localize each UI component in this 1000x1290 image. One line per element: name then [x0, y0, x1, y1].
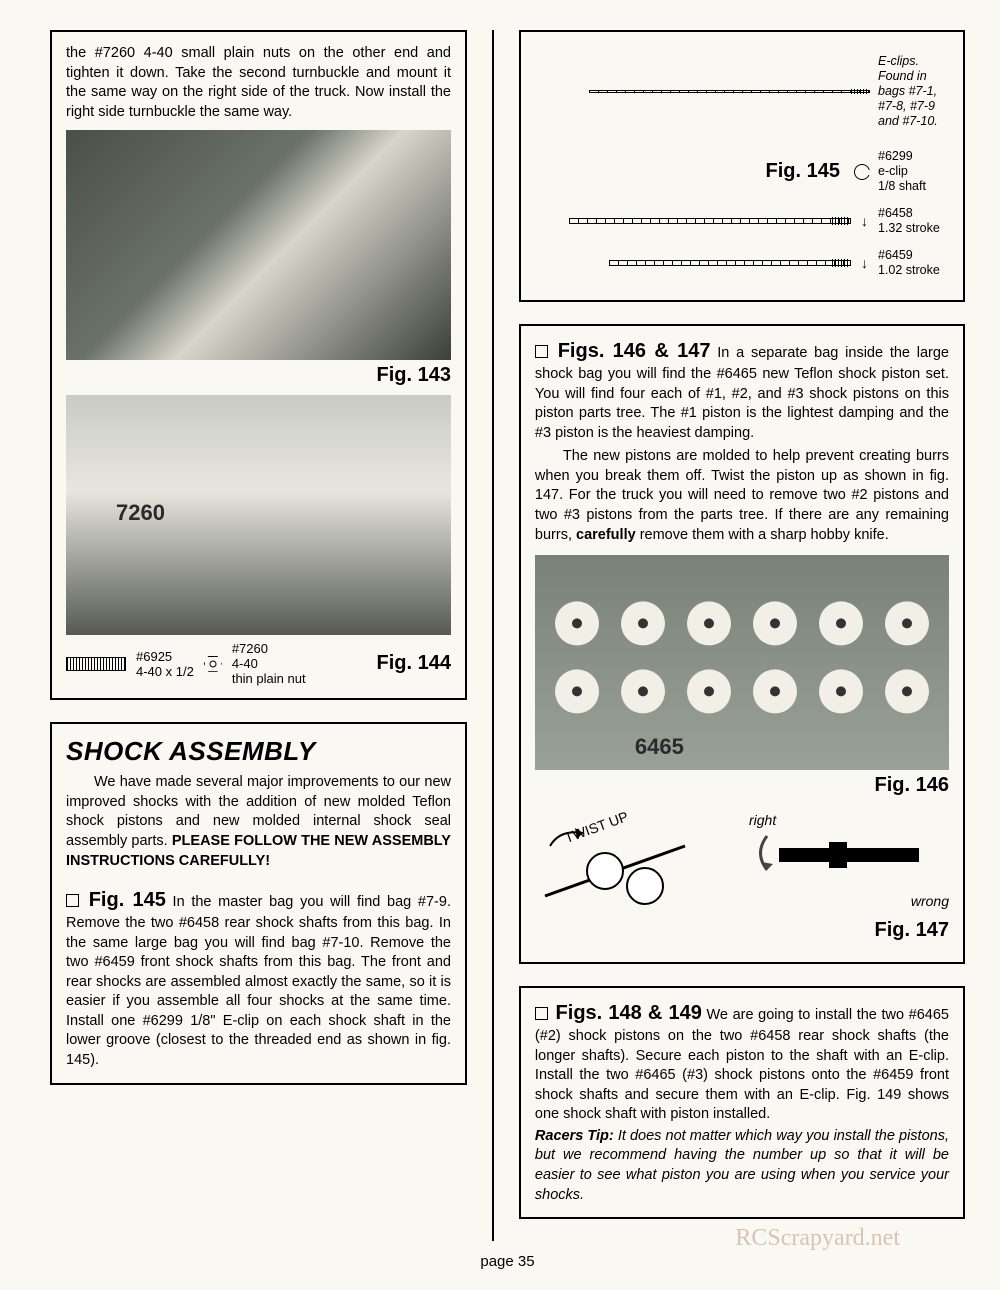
checkbox-icon [66, 894, 79, 907]
shaft-6459-icon [609, 260, 851, 266]
figs148-p1: Figs. 148 & 149 We are going to install … [535, 1000, 949, 1125]
left-top-box: the #7260 4-40 small plain nuts on the o… [50, 30, 467, 700]
eclip-note: E-clips. Found in bags #7-1, #7-8, #7-9 … [878, 54, 963, 129]
shock-p1: We have made several major improvements … [66, 773, 451, 871]
fig147-caption: Fig. 147 [535, 919, 949, 942]
piston-tree [555, 601, 929, 713]
fig143-caption: Fig. 143 [66, 364, 451, 387]
fig146-caption: Fig. 146 [535, 774, 949, 797]
fig146-part-label: 6465 [635, 734, 684, 760]
shaft-6458-icon [569, 218, 851, 224]
part-6925: #6925 4-40 x 1/2 [136, 649, 194, 679]
fig147-diagram: TWIST UP right [535, 805, 949, 917]
shaft-top-icon [589, 90, 870, 93]
twist-up-diagram: TWIST UP [535, 811, 705, 911]
fig144-caption: Fig. 144 [316, 652, 451, 675]
fig146-photo: 6465 [535, 555, 949, 770]
arrow-down-icon: ↓ [861, 213, 868, 229]
fig145-paragraph: Fig. 145 In the master bag you will find… [66, 887, 451, 1071]
fig144-photo: 7260 [66, 395, 451, 635]
checkbox-icon [535, 1007, 548, 1020]
part-6458: #6458 1.32 stroke [878, 206, 963, 236]
figs146-147-box: Figs. 146 & 147 In a separate bag inside… [519, 324, 965, 964]
fig145-label: Fig. 145 [766, 160, 840, 183]
fig143-photo [66, 130, 451, 360]
arrow-down-icon: ↓ [861, 255, 868, 271]
intro-text: the #7260 4-40 small plain nuts on the o… [66, 44, 451, 122]
eclip-icon [854, 164, 870, 180]
checkbox-icon [535, 345, 548, 358]
racers-tip: Racers Tip: It does not matter which way… [535, 1127, 949, 1205]
column-divider [492, 30, 494, 1241]
shock-assembly-title: SHOCK ASSEMBLY [66, 736, 451, 767]
fig144-part-label: 7260 [116, 500, 165, 526]
right-wrong-diagram: right wrong [749, 812, 949, 911]
page-number: page 35 [50, 1253, 965, 1270]
figs146-p1: Figs. 146 & 147 In a separate bag inside… [535, 338, 949, 443]
figs148-149-box: Figs. 148 & 149 We are going to install … [519, 986, 965, 1219]
fig144-parts-row: #6925 4-40 x 1/2 #7260 4-40 thin plain n… [66, 641, 451, 686]
screw-icon [66, 657, 126, 671]
fig145-diagram-box: E-clips. Found in bags #7-1, #7-8, #7-9 … [519, 30, 965, 302]
shock-assembly-box: SHOCK ASSEMBLY We have made several majo… [50, 722, 467, 1084]
figs146-p2: The new pistons are molded to help preve… [535, 447, 949, 545]
part-7260: #7260 4-40 thin plain nut [232, 641, 306, 686]
part-6459: #6459 1.02 stroke [878, 248, 963, 278]
hex-nut-icon [204, 656, 222, 672]
watermark: RCScrapyard.net [735, 1225, 900, 1252]
part-6299: #6299 e-clip 1/8 shaft [878, 149, 963, 194]
